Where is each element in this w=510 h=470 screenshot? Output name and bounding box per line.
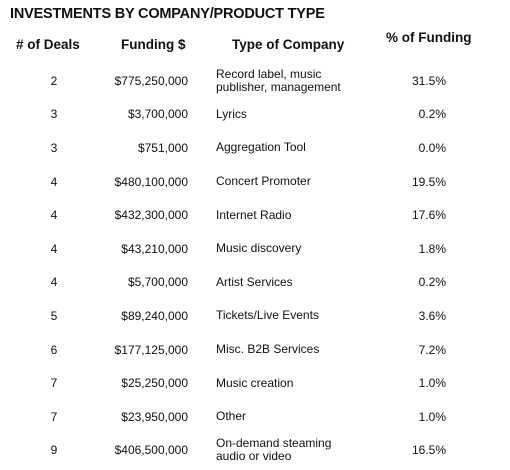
funding-cell: $23,950,000 xyxy=(121,409,188,424)
page-title: INVESTMENTS BY COMPANY/PRODUCT TYPE xyxy=(10,6,325,22)
funding-cell: $89,240,000 xyxy=(121,308,188,323)
table-row: 6 $177,125,000 Misc. B2B Services 7.2% xyxy=(0,333,510,367)
funding-cell: $3,700,000 xyxy=(127,107,188,122)
type-cell: On-demand steaming audio or video xyxy=(216,436,332,464)
pct-cell: 0.0% xyxy=(418,140,446,155)
table-row: 7 $23,950,000 Other 1.0% xyxy=(0,400,510,434)
pct-cell: 0.2% xyxy=(418,107,446,122)
pct-cell: 16.5% xyxy=(411,443,446,458)
type-cell: Concert Promoter xyxy=(216,174,311,189)
type-cell: Lyrics xyxy=(216,106,247,121)
type-cell: Other xyxy=(216,409,247,424)
table-row: 5 $89,240,000 Tickets/Live Events 3.6% xyxy=(0,299,510,333)
deals-cell: 7 xyxy=(50,409,58,424)
pct-cell: 1.0% xyxy=(418,376,446,391)
funding-cell: $480,100,000 xyxy=(114,174,188,189)
type-cell: Aggregation Tool xyxy=(216,140,306,155)
funding-cell: $25,250,000 xyxy=(121,376,188,391)
deals-cell: 4 xyxy=(50,208,58,223)
type-cell: Tickets/Live Events xyxy=(216,308,319,323)
funding-cell: $177,125,000 xyxy=(114,342,188,357)
deals-cell: 4 xyxy=(50,275,58,290)
deals-cell: 2 xyxy=(50,73,58,88)
pct-cell: 19.5% xyxy=(411,174,446,189)
type-cell: Record label, music publisher, managemen… xyxy=(216,66,341,94)
type-cell: Music discovery xyxy=(216,241,302,256)
pct-cell: 1.0% xyxy=(418,409,446,424)
table-row: 4 $43,210,000 Music discovery 1.8% xyxy=(0,232,510,266)
pct-cell: 17.6% xyxy=(411,208,446,223)
funding-cell: $406,500,000 xyxy=(114,443,188,458)
deals-cell: 3 xyxy=(50,107,58,122)
pct-cell: 31.5% xyxy=(411,73,446,88)
funding-cell: $432,300,000 xyxy=(114,208,188,223)
funding-cell: $5,700,000 xyxy=(127,275,188,290)
table-row: 4 $480,100,000 Concert Promoter 19.5% xyxy=(0,165,510,199)
pct-cell: 0.2% xyxy=(418,275,446,290)
funding-cell: $751,000 xyxy=(137,140,188,155)
table-row: 3 $751,000 Aggregation Tool 0.0% xyxy=(0,131,510,165)
table-row: 4 $5,700,000 Artist Services 0.2% xyxy=(0,266,510,300)
pct-cell: 1.8% xyxy=(418,241,446,256)
column-header-deals: # of Deals xyxy=(16,37,80,52)
funding-cell: $43,210,000 xyxy=(121,241,188,256)
deals-cell: 4 xyxy=(50,174,58,189)
type-cell: Music creation xyxy=(216,375,294,390)
pct-cell: 3.6% xyxy=(418,308,446,323)
funding-cell: $775,250,000 xyxy=(114,73,188,88)
deals-cell: 6 xyxy=(50,342,58,357)
deals-cell: 4 xyxy=(50,241,58,256)
table-body: 2 $775,250,000 Record label, music publish… xyxy=(0,64,510,467)
column-header-funding: Funding $ xyxy=(121,37,186,52)
table-row: 9 $406,500,000 On-demand steaming audio or… xyxy=(0,434,510,468)
table-row: 2 $775,250,000 Record label, music publish… xyxy=(0,64,510,98)
deals-cell: 3 xyxy=(50,140,58,155)
deals-cell: 5 xyxy=(50,308,58,323)
table-row: 4 $432,300,000 Internet Radio 17.6% xyxy=(0,198,510,232)
pct-cell: 7.2% xyxy=(418,342,446,357)
table-row: 3 $3,700,000 Lyrics 0.2% xyxy=(0,98,510,132)
table-header: # of Deals Funding $ Type of Company % o… xyxy=(0,28,510,62)
type-cell: Internet Radio xyxy=(216,207,292,222)
deals-cell: 7 xyxy=(50,376,58,391)
column-header-type: Type of Company xyxy=(232,37,345,52)
type-cell: Misc. B2B Services xyxy=(216,342,320,357)
deals-cell: 9 xyxy=(50,443,58,458)
type-cell: Artist Services xyxy=(216,274,293,289)
table-row: 7 $25,250,000 Music creation 1.0% xyxy=(0,366,510,400)
column-header-pct: % of Funding xyxy=(386,30,472,45)
